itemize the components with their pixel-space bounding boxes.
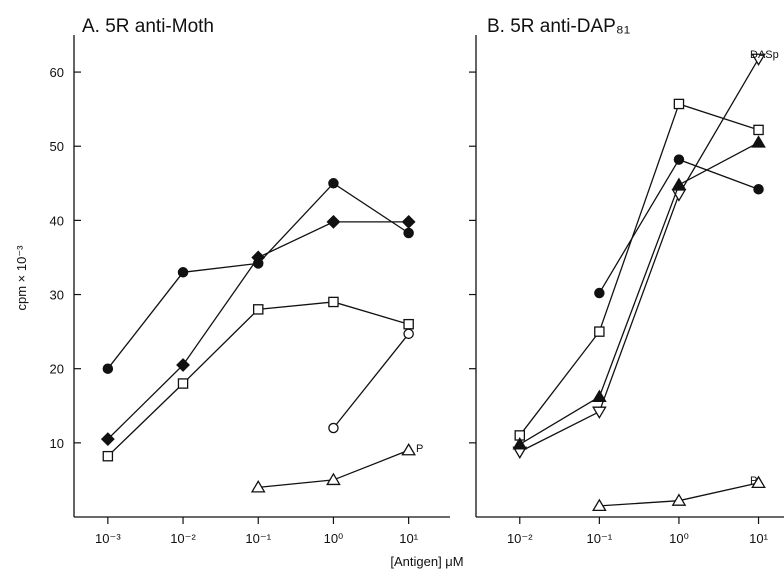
series-line-dap8 <box>519 103 759 436</box>
y-tick-label: 20 <box>50 362 64 377</box>
series-m81 <box>102 178 414 374</box>
data-point-m81 <box>177 267 189 278</box>
x-tick-label: 10⁰ <box>669 531 689 546</box>
data-point-dap87 <box>100 432 115 447</box>
series-line-dasp <box>519 58 760 453</box>
data-point-dap87 <box>401 214 416 229</box>
data-point-dap87 <box>326 214 341 229</box>
data-point-p <box>326 472 341 486</box>
data-point-m81 <box>403 227 414 239</box>
data-point-m81 <box>328 178 339 189</box>
x-tick-label: 10¹ <box>399 531 418 546</box>
series-label-p: P <box>750 475 757 487</box>
x-tick-label: 10¹ <box>749 531 768 546</box>
series-m81 <box>594 154 764 299</box>
x-tick-label: 10⁻² <box>170 531 196 546</box>
x-tick-label: 10⁻¹ <box>245 531 271 546</box>
series-label-dasp: DASp <box>750 49 779 61</box>
series-line-m88 <box>519 141 759 445</box>
data-point-amm88 <box>403 328 414 340</box>
data-point-m88 <box>512 437 528 450</box>
data-point-dap8 <box>673 98 685 110</box>
series-amm88 <box>328 328 414 434</box>
data-point-dap87 <box>176 358 190 372</box>
data-point-m81 <box>673 154 685 165</box>
series-p: P <box>592 475 766 512</box>
data-point-dap81 <box>102 450 114 462</box>
x-tick-label: 10⁻² <box>507 531 533 546</box>
data-point-m81 <box>594 287 605 299</box>
series-p: P <box>250 442 423 493</box>
x-tick-label: 10⁰ <box>324 531 344 546</box>
y-tick-label: 50 <box>50 139 64 154</box>
data-point-m88 <box>751 135 766 148</box>
panel-b: B. 5R anti-DAP₈₁ 10⁻² 10⁻¹ 10⁰ 10¹ DASp P <box>469 16 784 546</box>
y-axis-label: cpm × 10⁻³ <box>14 245 29 311</box>
data-point-dap8 <box>594 326 605 337</box>
data-point-m88 <box>592 389 607 403</box>
series-line-dap81 <box>107 301 409 457</box>
data-point-amm88 <box>328 422 339 434</box>
panel-title: A. 5R anti-Moth <box>82 16 214 37</box>
y-tick-label: 40 <box>50 213 64 228</box>
x-tick-label: 10⁻³ <box>95 531 121 546</box>
data-point-dap81 <box>252 304 264 315</box>
data-point-p <box>671 493 687 506</box>
data-point-dasp <box>592 406 607 419</box>
series-dap8 <box>514 98 764 441</box>
y-tick-label: 60 <box>50 65 64 80</box>
panel-a: A. 5R anti-Moth 10 20 30 40 50 60 10⁻³ 10⁻² 10⁻¹ 1… <box>50 16 450 546</box>
data-point-dap8 <box>753 124 764 136</box>
data-point-p <box>751 475 766 489</box>
data-point-p <box>401 442 416 456</box>
data-point-m81 <box>102 363 114 374</box>
series-dasp: DASp <box>512 49 779 460</box>
data-point-p <box>592 498 607 512</box>
panel-title: B. 5R anti-DAP₈₁ <box>487 16 630 37</box>
y-tick-label: 30 <box>50 288 64 303</box>
data-point-dasp <box>751 53 766 67</box>
series-line-m81 <box>107 182 409 370</box>
data-point-dap81 <box>328 296 339 308</box>
series-label-p: P <box>416 443 423 455</box>
series-line-amm88 <box>332 333 410 429</box>
y-tick-label: 10 <box>50 436 64 451</box>
data-point-dap81 <box>177 378 189 389</box>
data-point-p <box>250 480 266 493</box>
data-point-dap81 <box>403 318 414 330</box>
data-point-m81 <box>753 183 764 195</box>
x-tick-label: 10⁻¹ <box>587 531 613 546</box>
data-point-m88 <box>671 177 687 190</box>
series-dap87 <box>100 214 416 447</box>
series-dap81 <box>102 296 414 462</box>
data-point-dap87 <box>251 250 266 265</box>
x-axis-label: [Antigen] μM <box>390 554 463 569</box>
series-m88 <box>512 135 766 450</box>
